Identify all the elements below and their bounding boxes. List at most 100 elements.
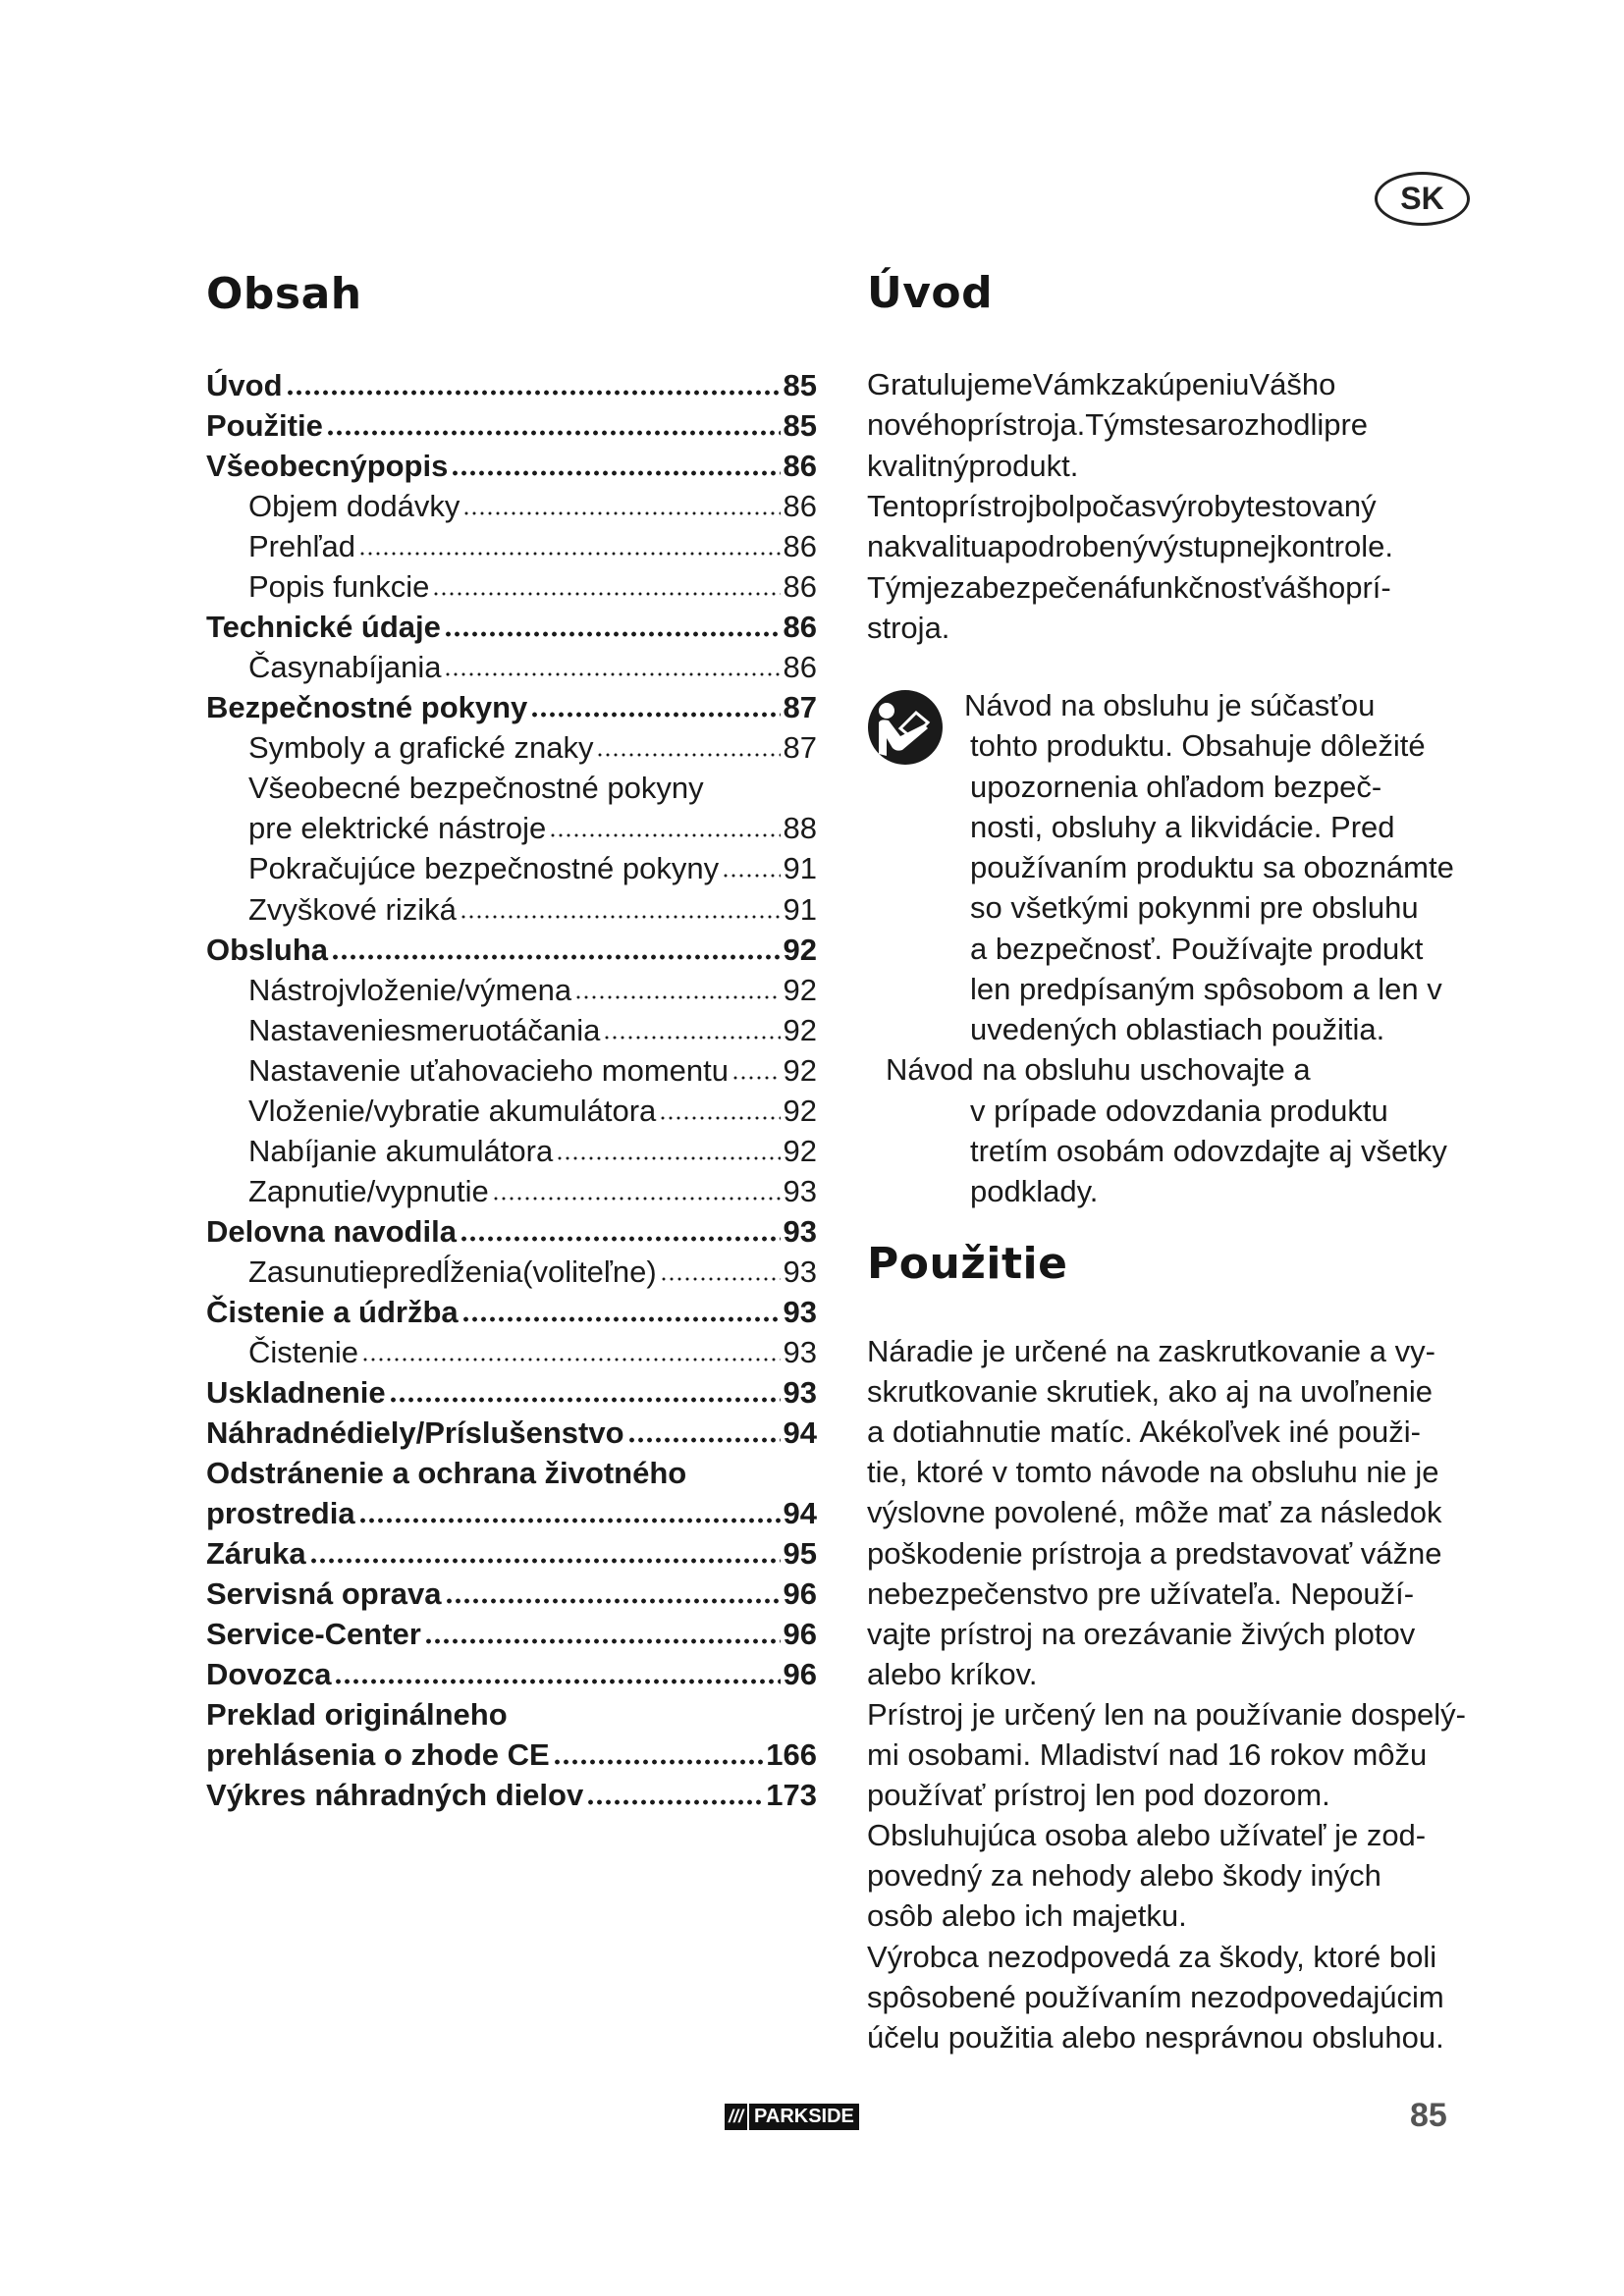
toc-entry-page: 173	[766, 1778, 817, 1813]
toc-entry[interactable]: Odstránenie a ochrana životného	[206, 1453, 817, 1493]
toc-entry[interactable]: Bezpečnostné pokyny 87	[206, 687, 817, 727]
toc-entry[interactable]: Nastavenie uťahovacieho momentu 92	[248, 1050, 817, 1091]
dot-leader	[722, 873, 781, 880]
text-line: Výrobca nezodpovedá za škody, ktoré boli	[867, 1939, 1437, 1974]
toc-entry[interactable]: Úvod 85	[206, 365, 817, 405]
toc-entry-page: 92	[783, 1052, 817, 1088]
toc-entry[interactable]: Uskladnenie 93	[206, 1372, 817, 1413]
dot-leader	[556, 1154, 781, 1161]
toc-entry-label: Odstránenie a ochrana životného	[206, 1456, 687, 1491]
toc-entry-page: 93	[783, 1213, 817, 1249]
toc-entry[interactable]: Obsluha 92	[206, 930, 817, 970]
toc-entry-page: 92	[783, 1093, 817, 1128]
text-line: poškodenie prístroja a predstavovať vážn…	[867, 1535, 1442, 1571]
dot-leader	[491, 1195, 781, 1201]
text-line: vajte prístroj na orezávanie živých plot…	[867, 1616, 1416, 1651]
toc-entry[interactable]: pre elektrické nástroje 88	[248, 808, 817, 848]
text-line: novéhoprístroja.Týmstesarozhodlipre	[867, 407, 1369, 443]
toc-entry-page: 93	[783, 1375, 817, 1410]
toc-entry[interactable]: Všeobecné bezpečnostné pokyny	[248, 768, 817, 808]
toc-entry-page: 86	[783, 489, 817, 524]
dot-leader	[331, 953, 781, 960]
toc-entry-label: Uskladnenie	[206, 1375, 386, 1410]
text-line: Týmjezabezpečenáfunkčnosťvášhoprí-	[867, 569, 1391, 605]
toc-entry[interactable]: Objem dodávky 86	[248, 486, 817, 526]
dot-leader	[552, 1759, 764, 1766]
dot-leader	[659, 1275, 781, 1282]
toc-entry[interactable]: Nabíjanie akumulátora 92	[248, 1131, 817, 1171]
toc-entry-label: Všeobecné bezpečnostné pokyny	[248, 771, 704, 806]
dot-leader	[530, 712, 781, 719]
language-code: SK	[1400, 181, 1444, 216]
toc-entry[interactable]: Dovozca 96	[206, 1654, 817, 1694]
toc-entry[interactable]: Čistenie 93	[248, 1332, 817, 1372]
toc-entry[interactable]: Symboly a grafické znaky 87	[248, 727, 817, 768]
text-line: tretím osobám odovzdajte aj všetky	[970, 1133, 1447, 1168]
toc-entry-label: Obsluha	[206, 932, 329, 967]
toc-entry[interactable]: Popis funkcie 86	[248, 566, 817, 607]
toc-entry-page: 93	[783, 1173, 817, 1208]
toc-entry[interactable]: Časynabíjania 86	[248, 647, 817, 687]
text-line: kvalitnýprodukt.	[867, 448, 1079, 483]
toc-entry-label: Dovozca	[206, 1657, 332, 1692]
text-line: Tentoprístrojbolpočasvýrobytestovaný	[867, 488, 1377, 523]
toc-entry[interactable]: Pokračujúce bezpečnostné pokyny 91	[248, 848, 817, 888]
text-line: výslovne povolené, môže mať za následok	[867, 1495, 1442, 1530]
text-line: povedný za nehody alebo škody iných	[867, 1858, 1381, 1894]
toc-entry[interactable]: Nastaveniesmeruotáčania 92	[248, 1010, 817, 1050]
dot-leader	[603, 1034, 781, 1041]
toc-entry-label: Pokračujúce bezpečnostné pokyny	[248, 851, 720, 886]
toc-entry[interactable]: Výkres náhradných dielov 173	[206, 1775, 817, 1815]
toc-entry-label: Prehľad	[248, 529, 355, 564]
dot-leader	[460, 1315, 781, 1322]
toc-entry-page: 93	[783, 1334, 817, 1369]
toc-entry[interactable]: Záruka 95	[206, 1533, 817, 1574]
toc-entry-page: 87	[783, 690, 817, 725]
toc-entry[interactable]: Delovna navodila 93	[206, 1211, 817, 1252]
toc-entry[interactable]: prehlásenia o zhode CE 166	[206, 1735, 817, 1775]
dot-leader	[731, 1074, 781, 1081]
toc-entry-label: Technické údaje	[206, 610, 441, 645]
intro-heading: Úvod	[867, 268, 994, 318]
toc-entry[interactable]: prostredia 94	[206, 1493, 817, 1533]
toc-entry[interactable]: Zapnutie/vypnutie 93	[248, 1171, 817, 1211]
toc-entry[interactable]: Všeobecnýpopis 86	[206, 446, 817, 486]
toc-entry-page: 85	[783, 408, 817, 444]
toc-entry-page: 86	[783, 569, 817, 605]
toc-entry[interactable]: Zvyškové riziká 91	[248, 889, 817, 930]
toc-entry[interactable]: Nástrojvloženie/výmena 92	[248, 970, 817, 1010]
text-line: alebo kríkov.	[867, 1656, 1038, 1691]
language-badge: SK	[1375, 172, 1470, 226]
dot-leader	[574, 993, 781, 1000]
dot-leader	[586, 1799, 764, 1806]
toc-entry[interactable]: Prehľad 86	[248, 526, 817, 566]
dot-leader	[444, 1598, 781, 1605]
parkside-logo: /// PARKSIDE	[725, 2104, 859, 2130]
toc-entry[interactable]: Preklad originálneho	[206, 1694, 817, 1735]
toc-entry-label: Objem dodávky	[248, 489, 460, 524]
toc-entry-page: 88	[783, 811, 817, 846]
toc-entry-page: 92	[783, 972, 817, 1007]
text-line: skrutkovanie skrutiek, ako aj na uvoľnen…	[867, 1374, 1433, 1410]
toc-entry[interactable]: Servisná oprava 96	[206, 1574, 817, 1614]
toc-entry-label: Použitie	[206, 408, 323, 444]
toc-entry[interactable]: Zasunutiepredĺženia(voliteľne) 93	[248, 1252, 817, 1292]
usage-heading: Použitie	[867, 1239, 1068, 1289]
toc-entry[interactable]: Čistenie a údržba 93	[206, 1292, 817, 1332]
read-manual-icon	[867, 689, 944, 766]
dot-leader	[388, 1397, 781, 1403]
dot-leader	[334, 1679, 781, 1685]
toc-entry[interactable]: Použitie 85	[206, 405, 817, 446]
toc-entry[interactable]: Technické údaje 86	[206, 607, 817, 647]
text-line: tohto produktu. Obsahuje dôležité	[970, 728, 1426, 764]
toc-entry[interactable]: Náhradnédiely/Príslušenstvo 94	[206, 1413, 817, 1453]
toc-entry[interactable]: Vloženie/vybratie akumulátora 92	[248, 1091, 817, 1131]
toc-entry[interactable]: Service-Center 96	[206, 1614, 817, 1654]
text-line: nakvalituapodrobenývýstupnejkontrole.	[867, 529, 1393, 564]
text-line: osôb alebo ich majetku.	[867, 1898, 1187, 1934]
text-line: Prístroj je určený len na používanie dos…	[867, 1696, 1466, 1732]
text-line: uvedených oblastiach použitia.	[970, 1012, 1385, 1046]
text-line: používať prístroj len pod dozorom.	[867, 1778, 1330, 1813]
text-line: v prípade odovzdania produktu	[970, 1093, 1388, 1128]
text-line: Obsluhujúca osoba alebo užívateľ je zod-	[867, 1818, 1427, 1853]
